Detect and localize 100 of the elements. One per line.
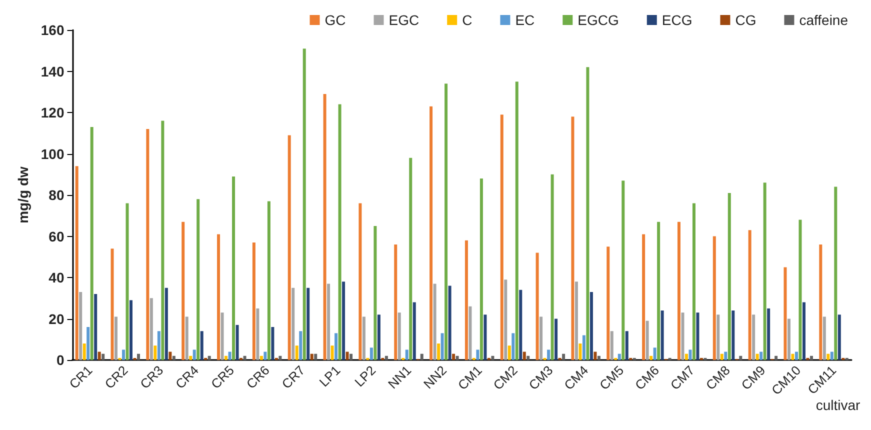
- bar: [554, 318, 558, 360]
- bar: [452, 354, 456, 360]
- bar: [102, 354, 105, 360]
- bar: [578, 344, 582, 360]
- bar: [618, 354, 621, 360]
- bar: [597, 356, 600, 360]
- bar: [146, 129, 150, 360]
- bar: [756, 354, 759, 360]
- x-tick-label: CR5: [208, 362, 237, 392]
- bar: [540, 316, 543, 360]
- bar: [444, 84, 448, 360]
- bar: [646, 320, 649, 360]
- bar: [200, 331, 204, 360]
- bar: [448, 286, 452, 360]
- bar: [748, 230, 752, 360]
- bar: [684, 354, 688, 360]
- bar: [657, 222, 660, 360]
- bar: [172, 356, 176, 360]
- bar: [508, 346, 511, 360]
- bar: [90, 126, 94, 360]
- bar: [252, 242, 256, 360]
- bar: [430, 106, 433, 360]
- legend-label: C: [462, 12, 472, 28]
- bar: [590, 292, 593, 360]
- bar: [594, 352, 597, 360]
- bar: [122, 350, 126, 360]
- bar: [760, 352, 763, 360]
- bar: [267, 201, 270, 360]
- bar: [767, 308, 770, 360]
- bar: [798, 220, 802, 360]
- bar: [586, 67, 590, 360]
- bar: [412, 302, 416, 360]
- bar: [260, 356, 263, 360]
- x-tick-label: CR6: [243, 362, 272, 392]
- bar: [384, 356, 388, 360]
- bar: [642, 234, 646, 360]
- bar: [724, 352, 728, 360]
- bar: [110, 248, 114, 360]
- y-tick-label: 120: [40, 104, 64, 120]
- bar: [574, 282, 578, 360]
- y-tick-label: 160: [40, 22, 64, 38]
- x-tick-label: NN1: [385, 362, 414, 392]
- bar: [228, 352, 232, 360]
- bar: [130, 300, 133, 360]
- bar: [480, 178, 483, 360]
- bar: [409, 158, 412, 360]
- bar: [476, 350, 480, 360]
- bar: [86, 327, 90, 360]
- bar: [653, 348, 656, 360]
- x-tick-label: CM9: [738, 362, 768, 393]
- bar: [154, 346, 157, 360]
- bar: [834, 186, 838, 360]
- bar: [696, 312, 700, 360]
- x-tick-label: CR2: [102, 362, 131, 392]
- bar: [94, 294, 98, 360]
- bar: [168, 352, 172, 360]
- y-tick-label: 20: [48, 310, 64, 327]
- x-tick-label: CR4: [172, 362, 202, 392]
- bar: [278, 356, 282, 360]
- bar: [692, 203, 696, 360]
- bar: [236, 324, 239, 360]
- bar: [810, 356, 813, 360]
- bar: [217, 234, 220, 360]
- legend-label: caffeine: [799, 12, 848, 28]
- bar: [420, 354, 424, 360]
- y-tick-label: 140: [40, 63, 64, 80]
- bar: [550, 174, 554, 360]
- y-tick-label: 0: [56, 352, 64, 368]
- bar: [547, 350, 550, 360]
- legend-label: CG: [735, 12, 756, 28]
- bar: [791, 354, 794, 360]
- bar: [164, 288, 168, 360]
- bar: [763, 182, 766, 360]
- bar: [208, 356, 211, 360]
- bar: [224, 356, 228, 360]
- bar: [150, 298, 153, 360]
- bar: [519, 290, 522, 360]
- bar: [484, 314, 487, 360]
- bar: [522, 352, 526, 360]
- legend-label: GC: [324, 12, 346, 28]
- bar: [196, 199, 200, 360]
- bar: [500, 114, 504, 360]
- bar: [606, 246, 610, 360]
- bar: [79, 292, 82, 360]
- legend-label: ECG: [662, 12, 692, 28]
- bar: [338, 104, 342, 360]
- bar: [342, 282, 346, 360]
- bar: [437, 344, 440, 360]
- x-tick-label: CR3: [137, 362, 166, 392]
- y-tick-label: 80: [48, 187, 64, 203]
- bar: [512, 333, 515, 360]
- bar: [114, 316, 118, 360]
- bar: [314, 354, 318, 360]
- bar: [137, 354, 140, 360]
- bar: [189, 356, 192, 360]
- bar: [468, 306, 472, 360]
- bar: [688, 350, 692, 360]
- bar: [650, 356, 653, 360]
- y-tick-label: 100: [40, 146, 64, 162]
- bar: [157, 331, 160, 360]
